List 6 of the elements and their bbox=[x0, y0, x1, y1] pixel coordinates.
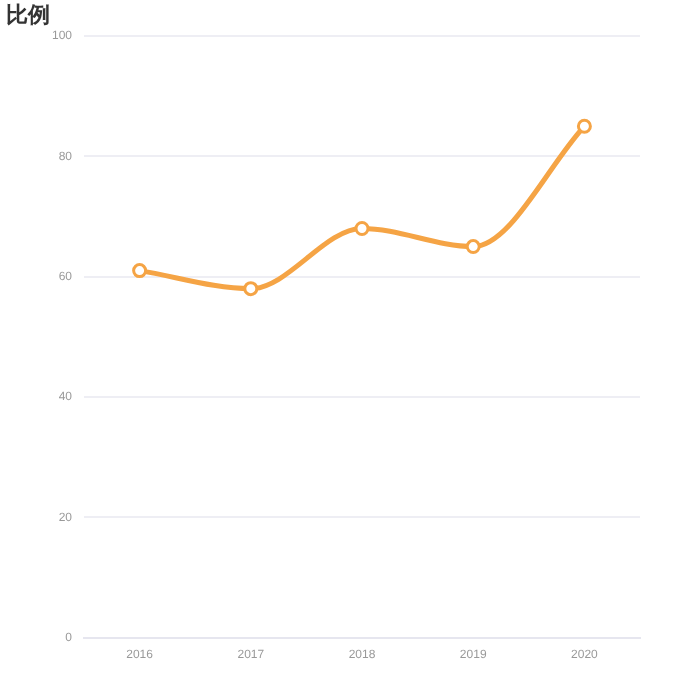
y-axis-title: 比例 bbox=[6, 0, 50, 30]
point bbox=[243, 281, 259, 297]
point bbox=[132, 263, 148, 279]
point bbox=[465, 239, 481, 255]
point bbox=[576, 118, 592, 134]
point bbox=[354, 221, 370, 237]
